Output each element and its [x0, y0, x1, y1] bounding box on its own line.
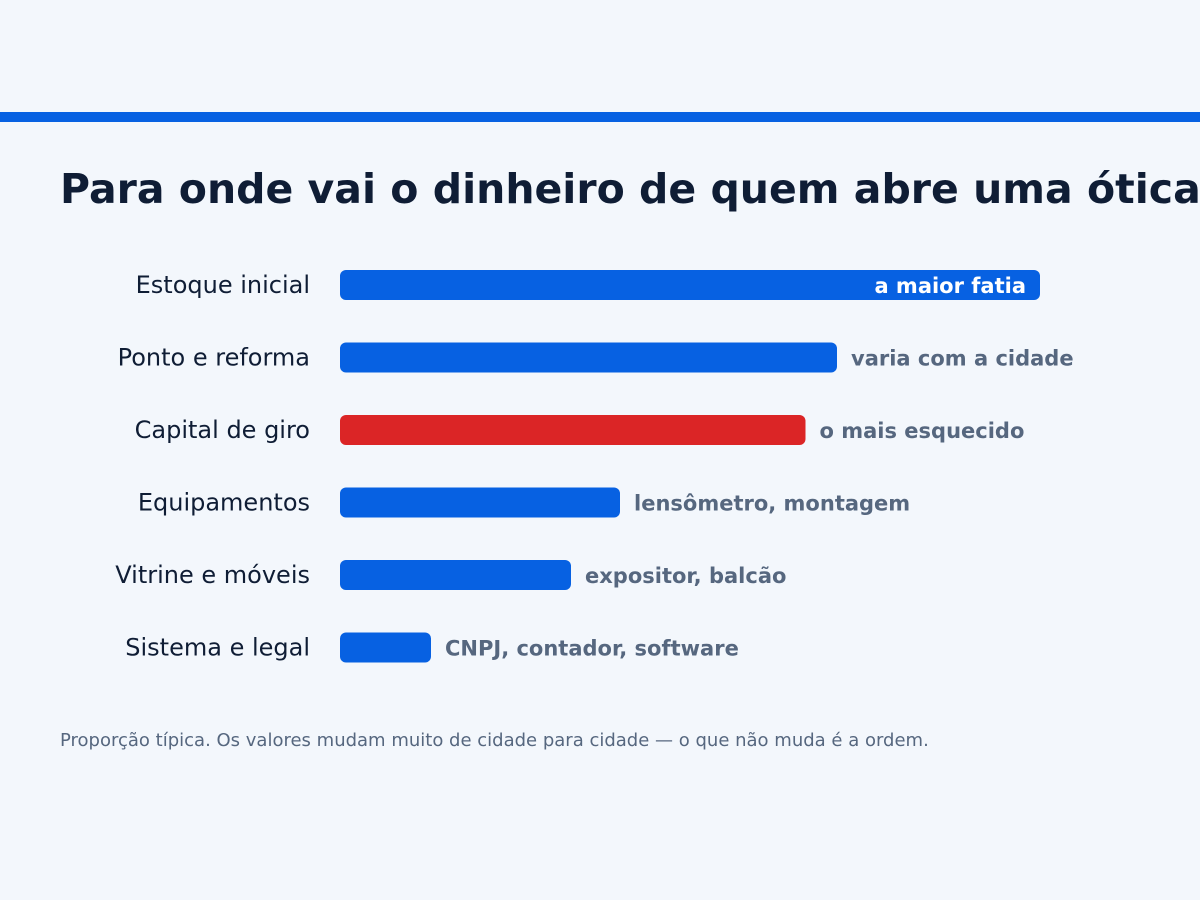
- chart-title: Para onde vai o dinheiro de quem abre um…: [60, 165, 1200, 213]
- bar: [340, 342, 837, 373]
- category-label: Sistema e legal: [125, 634, 310, 662]
- bar: [340, 560, 571, 590]
- category-label: Estoque inicial: [136, 271, 310, 299]
- bar-annotation: o mais esquecido: [820, 419, 1025, 443]
- bar-annotation: CNPJ, contador, software: [445, 637, 739, 661]
- category-label: Equipamentos: [138, 489, 310, 517]
- category-label: Vitrine e móveis: [115, 561, 310, 589]
- chart-footnote: Proporção típica. Os valores mudam muito…: [60, 730, 929, 751]
- top-accent-rule: [0, 112, 1200, 122]
- bar-annotation: expositor, balcão: [585, 564, 786, 588]
- bar: [340, 270, 1040, 300]
- bar-annotation: varia com a cidade: [851, 347, 1074, 371]
- bar: [340, 632, 431, 663]
- bar-annotation: a maior fatia: [874, 274, 1026, 298]
- bar: [340, 487, 620, 518]
- category-label: Ponto e reforma: [118, 344, 310, 372]
- category-label: Capital de giro: [135, 416, 310, 444]
- bar-annotation: lensômetro, montagem: [634, 492, 910, 516]
- bar: [340, 415, 806, 445]
